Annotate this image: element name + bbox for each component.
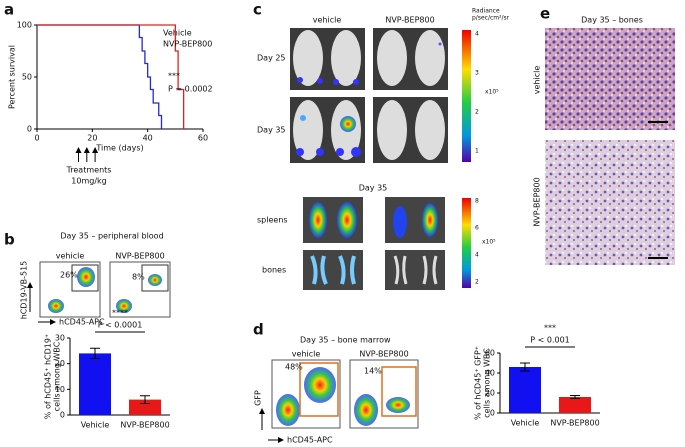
y-tick-label: 0 — [490, 409, 495, 418]
x-tick-label: NVP-BEP800 — [550, 419, 599, 428]
panel-letter: d — [253, 321, 264, 339]
colorbar-title: Radiance — [472, 8, 500, 15]
colorbar-tick: 4 — [475, 252, 479, 259]
x-axis-label: Time (days) — [95, 144, 143, 153]
colorbar — [462, 30, 471, 162]
colorbar-tick: 2 — [475, 279, 479, 286]
column-label: NVP-BEP800 — [359, 350, 408, 359]
column-label: NVP-BEP800 — [115, 252, 164, 261]
x-tick-label: Vehicle — [81, 421, 110, 430]
bar — [79, 353, 111, 415]
arrow-head — [92, 147, 99, 153]
panel-title: Day 35 – peripheral blood — [60, 232, 163, 241]
bar — [509, 367, 541, 413]
colorbar-unit: p/sec/cm²/sr — [472, 15, 510, 22]
axis-label: GFP — [254, 390, 263, 406]
annotation: P < 0.001 — [530, 336, 570, 345]
gate-label: 26% — [60, 271, 78, 280]
histology-image — [545, 140, 675, 265]
colorbar-unit: x10⁵ — [482, 239, 496, 246]
panel-letter: e — [540, 5, 550, 23]
colorbar-tick: 1 — [475, 148, 479, 155]
gate-label: 8% — [132, 273, 145, 282]
y-tick-label: 40 — [485, 369, 495, 378]
annotation: P = 0.0002 — [168, 85, 213, 94]
histology-image — [545, 28, 675, 130]
x-tick-label: 0 — [34, 134, 39, 143]
legend-entry: NVP-BEP800 — [163, 40, 212, 49]
colorbar-unit: x10⁵ — [485, 89, 499, 96]
gate-label: 48% — [285, 363, 303, 372]
annotation: P < 0.0001 — [98, 321, 143, 330]
flow-plot — [259, 359, 419, 443]
row-label: Day 25 — [257, 54, 286, 63]
organ-images — [303, 197, 445, 290]
y-tick-label: 20 — [485, 389, 495, 398]
x-tick-label: 60 — [198, 134, 208, 143]
treatment-label: Treatments — [66, 166, 112, 175]
annotation: **** — [112, 309, 128, 318]
y-tick-label: 20 — [55, 359, 65, 368]
treatment-label: 10mg/kg — [71, 177, 106, 186]
legend-entry: Vehicle — [163, 29, 192, 38]
arrow-head — [83, 147, 90, 153]
axis-label: hCD19-VB-515 — [20, 261, 29, 320]
mouse-images — [290, 28, 448, 163]
row-label: vehicle — [533, 66, 542, 95]
panel-letter: c — [253, 1, 262, 19]
x-tick-label: Vehicle — [511, 419, 540, 428]
y-tick-label: 100 — [17, 21, 32, 30]
axis-label: hCD45-APC — [287, 436, 333, 445]
survival-line — [37, 24, 185, 129]
x-tick-label: 40 — [143, 134, 153, 143]
colorbar-tick: 3 — [475, 70, 479, 77]
panel-title: Day 35 – bones — [581, 16, 643, 25]
annotation: *** — [168, 72, 180, 81]
y-axis-label: Percent survival — [8, 45, 17, 109]
bar — [559, 397, 591, 413]
column-label: vehicle — [313, 16, 342, 25]
y-axis-label: % of hCD45⁺ GFP⁺ — [474, 346, 483, 420]
axis-label: hCD45-APC — [59, 318, 105, 327]
y-tick-label: 0 — [60, 411, 65, 420]
panel-subtitle: Day 35 — [359, 184, 388, 193]
bar — [129, 399, 161, 415]
survival-line — [37, 24, 163, 129]
y-tick-label: 10 — [55, 385, 65, 394]
row-label: Day 35 — [257, 126, 286, 135]
column-label: NVP-BEP800 — [385, 16, 434, 25]
error-bar — [90, 347, 100, 360]
colorbar — [462, 198, 471, 288]
row-label: bones — [262, 266, 286, 275]
y-tick-label: 50 — [22, 73, 32, 82]
gate-label: 14% — [364, 367, 382, 376]
arrow-head — [75, 147, 82, 153]
y-axis-label: % of hCD45⁺ hCD19⁺ — [44, 334, 53, 419]
colorbar-tick: 8 — [475, 198, 479, 205]
y-axis-label: cells among WBC — [53, 341, 62, 411]
panel-letter: b — [4, 231, 15, 249]
colorbar-tick: 4 — [475, 31, 479, 38]
error-bar — [140, 395, 150, 404]
annotation: *** — [544, 324, 556, 333]
colorbar-tick: 6 — [475, 225, 479, 232]
y-tick-label: 60 — [485, 349, 495, 358]
y-tick-label: 0 — [27, 125, 32, 134]
panel-title: Day 35 – bone marrow — [300, 336, 391, 345]
x-tick-label: 20 — [87, 134, 97, 143]
row-label: NVP-BEP800 — [533, 177, 542, 226]
column-label: vehicle — [292, 350, 321, 359]
y-axis-label: cells among WBC — [483, 348, 492, 418]
y-tick-label: 30 — [55, 334, 65, 343]
x-tick-label: NVP-BEP800 — [120, 421, 169, 430]
error-bar — [520, 362, 530, 372]
flow-plot — [27, 261, 171, 325]
colorbar-tick: 2 — [475, 109, 479, 116]
error-bar — [570, 395, 580, 399]
panel-letter: a — [4, 1, 14, 19]
row-label: spleens — [257, 216, 288, 225]
column-label: vehicle — [56, 252, 85, 261]
